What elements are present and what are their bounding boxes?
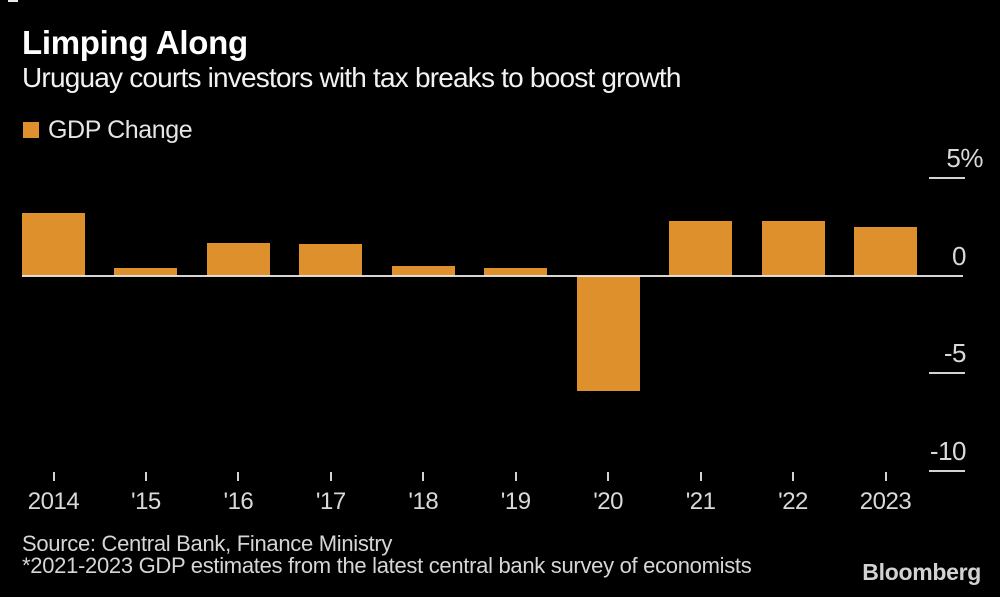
x-axis-tick-22 [792,472,794,481]
footnote-text: *2021-2023 GDP estimates from the latest… [22,553,752,578]
y-axis-label--5: -5 [943,338,967,369]
x-axis-label-22: '22 [778,488,808,515]
x-axis-tick-15 [144,472,147,481]
x-axis-tick-20 [607,472,610,481]
x-axis-tick-18 [422,472,425,481]
x-axis-label-16: '16 [223,488,254,515]
x-axis-label-2014: 2014 [27,488,80,515]
x-axis-label-20: '20 [593,488,623,515]
legend-swatch-icon [23,122,39,138]
x-axis-tick-16 [237,472,240,481]
y-axis-label-0: 0 [952,240,966,271]
zero-axis-line [22,274,963,277]
x-axis-label-18: '18 [408,488,439,515]
x-axis-tick-21 [699,472,702,481]
x-axis-label-21: '21 [685,488,716,515]
stray-mark [8,0,18,2]
gdp-bar-16 [206,242,270,276]
legend: GDP Change [23,115,193,144]
chart-subtitle: Uruguay courts investors with tax breaks… [22,62,681,93]
gdp-bar-2014 [22,213,85,276]
source-text: Source: Central Bank, Finance Ministry [22,531,393,556]
y-axis-label-5: 5% [946,143,983,173]
x-axis-tick-2023 [884,472,887,481]
gdp-bar-18 [391,265,455,276]
y-axis-label--10: -10 [929,436,967,466]
gdp-bar-21 [669,221,733,276]
x-axis-label-15: '15 [131,488,161,515]
x-axis-tick-19 [514,472,517,481]
chart-title: Limping Along [22,24,248,61]
y-axis-tick--5 [929,372,965,375]
x-axis-tick-2014 [52,472,55,481]
bloomberg-logo: Bloomberg [862,559,981,585]
y-axis-tick-5 [929,177,965,179]
gdp-bar-22 [761,221,825,276]
x-axis-tick-17 [329,472,332,481]
gdp-bar-2023 [854,226,917,276]
gdp-bar-19 [484,267,548,276]
y-axis-tick--10 [929,470,965,472]
x-axis-label-17: '17 [315,488,346,515]
gdp-bar-20 [576,275,640,391]
x-axis-label-19: '19 [500,488,531,515]
legend-label: GDP Change [48,115,193,144]
x-axis-label-2023: 2023 [859,488,912,515]
gdp-bar-17 [299,244,363,276]
gdp-bar-15 [114,267,178,276]
